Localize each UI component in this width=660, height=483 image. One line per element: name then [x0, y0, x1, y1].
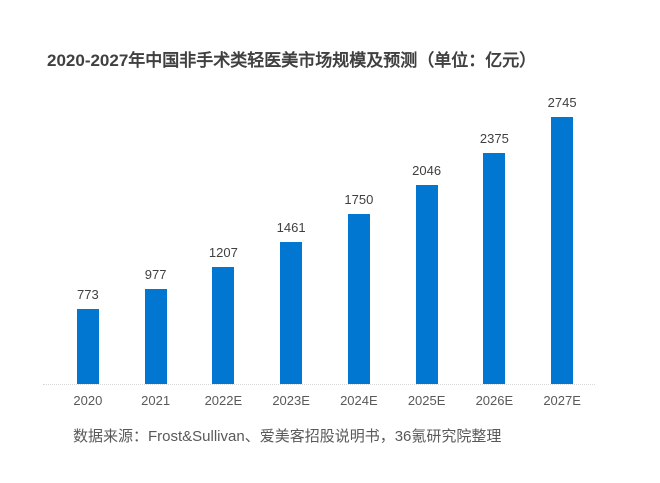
bar — [551, 117, 574, 384]
bar-slot: 1207 — [190, 85, 258, 384]
bar-slot: 1461 — [257, 85, 325, 384]
bar-value-label: 2046 — [412, 163, 442, 178]
bar-value-label: 1750 — [344, 192, 374, 207]
bar-value-label: 2745 — [547, 95, 577, 110]
bar — [347, 214, 370, 384]
x-axis-label: 2021 — [141, 393, 171, 408]
plot-area: 773 977 1207 1461 1750 2046 2375 2745 — [54, 85, 596, 384]
bar-slot: 2375 — [461, 85, 529, 384]
bar-slot: 773 — [54, 85, 122, 384]
x-axis-label: 2025E — [407, 393, 446, 408]
bar-value-label: 2375 — [479, 131, 509, 146]
chart-title: 2020-2027年中国非手术类轻医美市场规模及预测（单位：亿元） — [47, 51, 537, 70]
source-note: 数据来源：Frost&Sullivan、爱美客招股说明书，36氪研究院整理 — [73, 428, 502, 445]
bar-slot: 1750 — [325, 85, 393, 384]
x-axis-label: 2020 — [73, 393, 103, 408]
bar — [212, 267, 235, 384]
bar-value-label: 773 — [77, 287, 99, 302]
x-axis-line — [43, 384, 595, 385]
x-axis-label: 2024E — [340, 393, 378, 408]
x-axis-label: 2022E — [204, 393, 243, 408]
bar — [483, 153, 506, 384]
bar — [144, 289, 167, 384]
bar-slot: 2745 — [528, 85, 596, 384]
bar — [415, 185, 438, 384]
bar-slot: 977 — [122, 85, 190, 384]
bar-value-label: 1207 — [208, 245, 238, 260]
x-axis-label: 2023E — [272, 393, 310, 408]
x-axis-label: 2026E — [475, 393, 514, 408]
bar-value-label: 1461 — [276, 220, 306, 235]
bar — [280, 242, 303, 384]
bar-value-label: 977 — [144, 267, 167, 282]
bar — [76, 309, 99, 384]
x-axis-label: 2027E — [543, 393, 581, 408]
bar-slot: 2046 — [393, 85, 461, 384]
x-axis-labels: 2020 2021 2022E 2023E 2024E 2025E 2026E 2027E — [54, 393, 596, 409]
